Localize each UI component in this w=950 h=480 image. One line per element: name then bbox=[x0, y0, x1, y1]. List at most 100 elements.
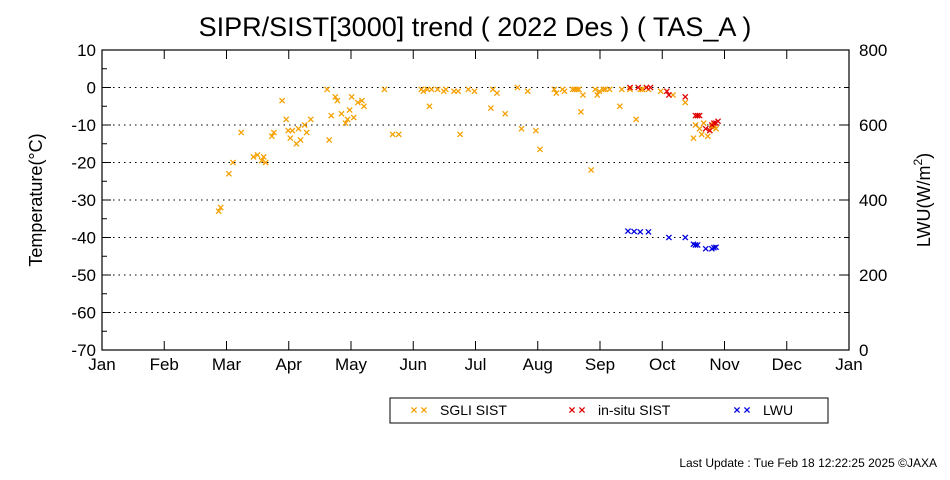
sgli-sist-point bbox=[573, 86, 580, 93]
sgli-sist-point bbox=[588, 166, 595, 174]
lwu-point bbox=[712, 244, 720, 251]
in-situ-sist-point bbox=[647, 84, 654, 91]
sgli-sist-point bbox=[225, 170, 232, 177]
y2-tick-label: 800 bbox=[859, 41, 887, 60]
sgli-sist-point bbox=[287, 135, 294, 142]
sgli-sist-point bbox=[270, 129, 277, 136]
y2-axis-label-main: LWU(W/m bbox=[914, 166, 934, 248]
sgli-sist-point bbox=[704, 133, 711, 140]
sgli-sist-point bbox=[338, 110, 345, 117]
sgli-sist-point bbox=[303, 129, 310, 136]
sgli-sist-point bbox=[606, 86, 613, 93]
in-situ-sist-point bbox=[694, 112, 701, 119]
sgli-sist-point bbox=[358, 97, 365, 104]
x-tick-label: Jun bbox=[400, 355, 427, 374]
legend-marker bbox=[733, 406, 741, 414]
legend-marker bbox=[420, 406, 428, 414]
in-situ-sist-point bbox=[710, 120, 717, 127]
in-situ-sist-point bbox=[706, 127, 713, 134]
y-tick-label: -70 bbox=[71, 341, 96, 360]
chart-title: SIPR/SIST[3000] trend ( 2022 Des ) ( TAS… bbox=[199, 12, 752, 42]
sgli-sist-point bbox=[575, 86, 582, 93]
lwu-point bbox=[702, 245, 709, 252]
legend-item-sgli-sist: SGLI SIST bbox=[410, 402, 507, 418]
sgli-sist-point bbox=[696, 125, 703, 132]
sgli-sist-point bbox=[260, 153, 267, 160]
x-tick-label: Apr bbox=[276, 355, 303, 374]
x-tick-label: Feb bbox=[150, 355, 179, 374]
sgli-sist-point bbox=[457, 131, 464, 138]
y-tick-label: -20 bbox=[71, 154, 96, 173]
x-tick-label: Sep bbox=[585, 355, 615, 374]
sgli-sist-point bbox=[698, 131, 705, 138]
in-situ-sist-point bbox=[635, 84, 642, 91]
sgli-sist-point bbox=[428, 86, 435, 93]
y-tick-label: 0 bbox=[87, 79, 96, 98]
x-tick-label: Dec bbox=[772, 355, 803, 374]
x-tick-label: Mar bbox=[212, 355, 242, 374]
legend-item-lwu: LWU bbox=[733, 402, 793, 418]
sgli-sist-point bbox=[514, 84, 521, 91]
legend-marker bbox=[578, 406, 586, 414]
sgli-sist-point bbox=[328, 112, 335, 119]
sgli-sist-point bbox=[350, 114, 357, 121]
sgli-sist-point bbox=[301, 121, 308, 129]
plot-frame bbox=[101, 49, 850, 351]
lwu-point bbox=[665, 234, 672, 241]
sgli-sist-point bbox=[238, 129, 245, 136]
sgli-sist-point bbox=[381, 86, 388, 93]
sgli-sist-point bbox=[420, 88, 427, 95]
sgli-sist-point bbox=[426, 103, 433, 110]
lwu-point bbox=[710, 244, 717, 251]
legend-label: SGLI SIST bbox=[440, 402, 507, 418]
y2-tick-label: 400 bbox=[859, 191, 887, 210]
sgli-sist-point bbox=[250, 153, 257, 160]
legend-marker bbox=[568, 406, 576, 414]
sgli-sist-point bbox=[346, 106, 353, 114]
legend-marker bbox=[743, 406, 751, 414]
sgli-sist-point bbox=[579, 91, 587, 99]
x-tick-label: Nov bbox=[709, 355, 740, 374]
in-situ-sist-point bbox=[702, 125, 709, 132]
sgli-sist-point bbox=[561, 88, 568, 95]
sgli-sist-point bbox=[344, 116, 351, 123]
in-situ-sist-point bbox=[696, 112, 703, 119]
sgli-sist-point bbox=[536, 146, 544, 153]
sgli-sist-point bbox=[297, 136, 304, 144]
y-tick-label: -40 bbox=[71, 229, 96, 248]
sgli-sist-point bbox=[295, 125, 302, 132]
sgli-sist-point bbox=[332, 93, 339, 100]
sgli-sist-point bbox=[639, 86, 646, 93]
sgli-sist-point bbox=[360, 103, 368, 110]
sgli-sist-point bbox=[334, 97, 341, 104]
legend-label: in-situ SIST bbox=[598, 402, 671, 418]
grid-lines bbox=[102, 87, 849, 313]
sgli-sist-point bbox=[324, 86, 331, 93]
sgli-sist-point bbox=[455, 88, 462, 95]
in-situ-sist-point bbox=[626, 84, 634, 91]
sgli-sist-point bbox=[434, 86, 441, 93]
sgli-sist-point bbox=[487, 105, 494, 112]
sgli-sist-point bbox=[279, 97, 286, 104]
sgli-sist-point bbox=[524, 88, 531, 95]
sgli-sist-point bbox=[348, 93, 355, 100]
x-tick-label: Oct bbox=[649, 355, 676, 374]
y2-axis-label-end: ) bbox=[914, 153, 934, 159]
y-axis-label: Temperature(°C) bbox=[26, 133, 46, 266]
last-update-text: Last Update : Tue Feb 18 12:22:25 2025 ©… bbox=[679, 456, 937, 470]
sgli-sist-point bbox=[395, 131, 402, 138]
x-tick-label: Jan bbox=[88, 355, 115, 374]
axis-ticks: 100-10-20-30-40-50-60-708006004002000Jan… bbox=[71, 41, 887, 374]
x-tick-label: May bbox=[335, 355, 368, 374]
sgli-sist-point bbox=[502, 110, 509, 117]
y2-tick-label: 200 bbox=[859, 266, 887, 285]
sgli-sist-point bbox=[618, 86, 625, 93]
sgli-sist-point bbox=[551, 86, 558, 93]
sgli-sist-point bbox=[442, 86, 449, 93]
sgli-sist-point bbox=[471, 88, 478, 95]
sgli-sist-point bbox=[553, 90, 560, 97]
lwu-point bbox=[631, 228, 638, 235]
legend-box bbox=[389, 397, 829, 424]
y2-tick-label: 600 bbox=[859, 116, 887, 135]
